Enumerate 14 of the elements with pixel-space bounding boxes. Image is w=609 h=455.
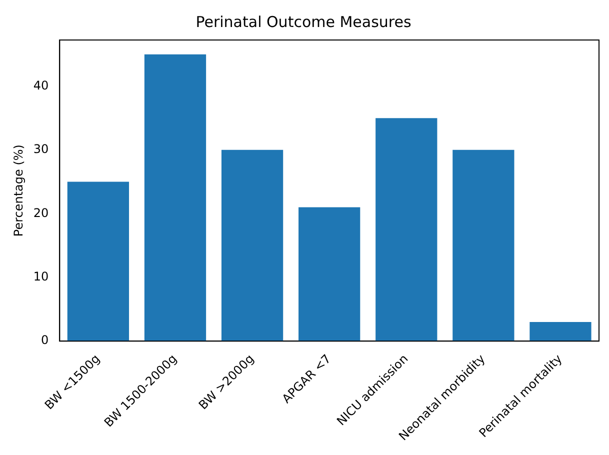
bar [144,54,206,342]
y-tick-label: 30 [33,142,49,156]
bar [221,150,284,342]
y-axis-title: Percentage (%) [11,144,26,237]
y-tick-label: 0 [41,333,49,348]
y-tick-label: 20 [33,206,49,220]
bar [298,207,360,342]
chart-title: Perinatal Outcome Measures [196,12,412,31]
bar [452,150,514,342]
y-tick-label: 40 [33,78,49,92]
bar [530,322,592,342]
y-tick-label: 10 [33,270,49,284]
bar [376,118,438,342]
bar [67,182,130,342]
